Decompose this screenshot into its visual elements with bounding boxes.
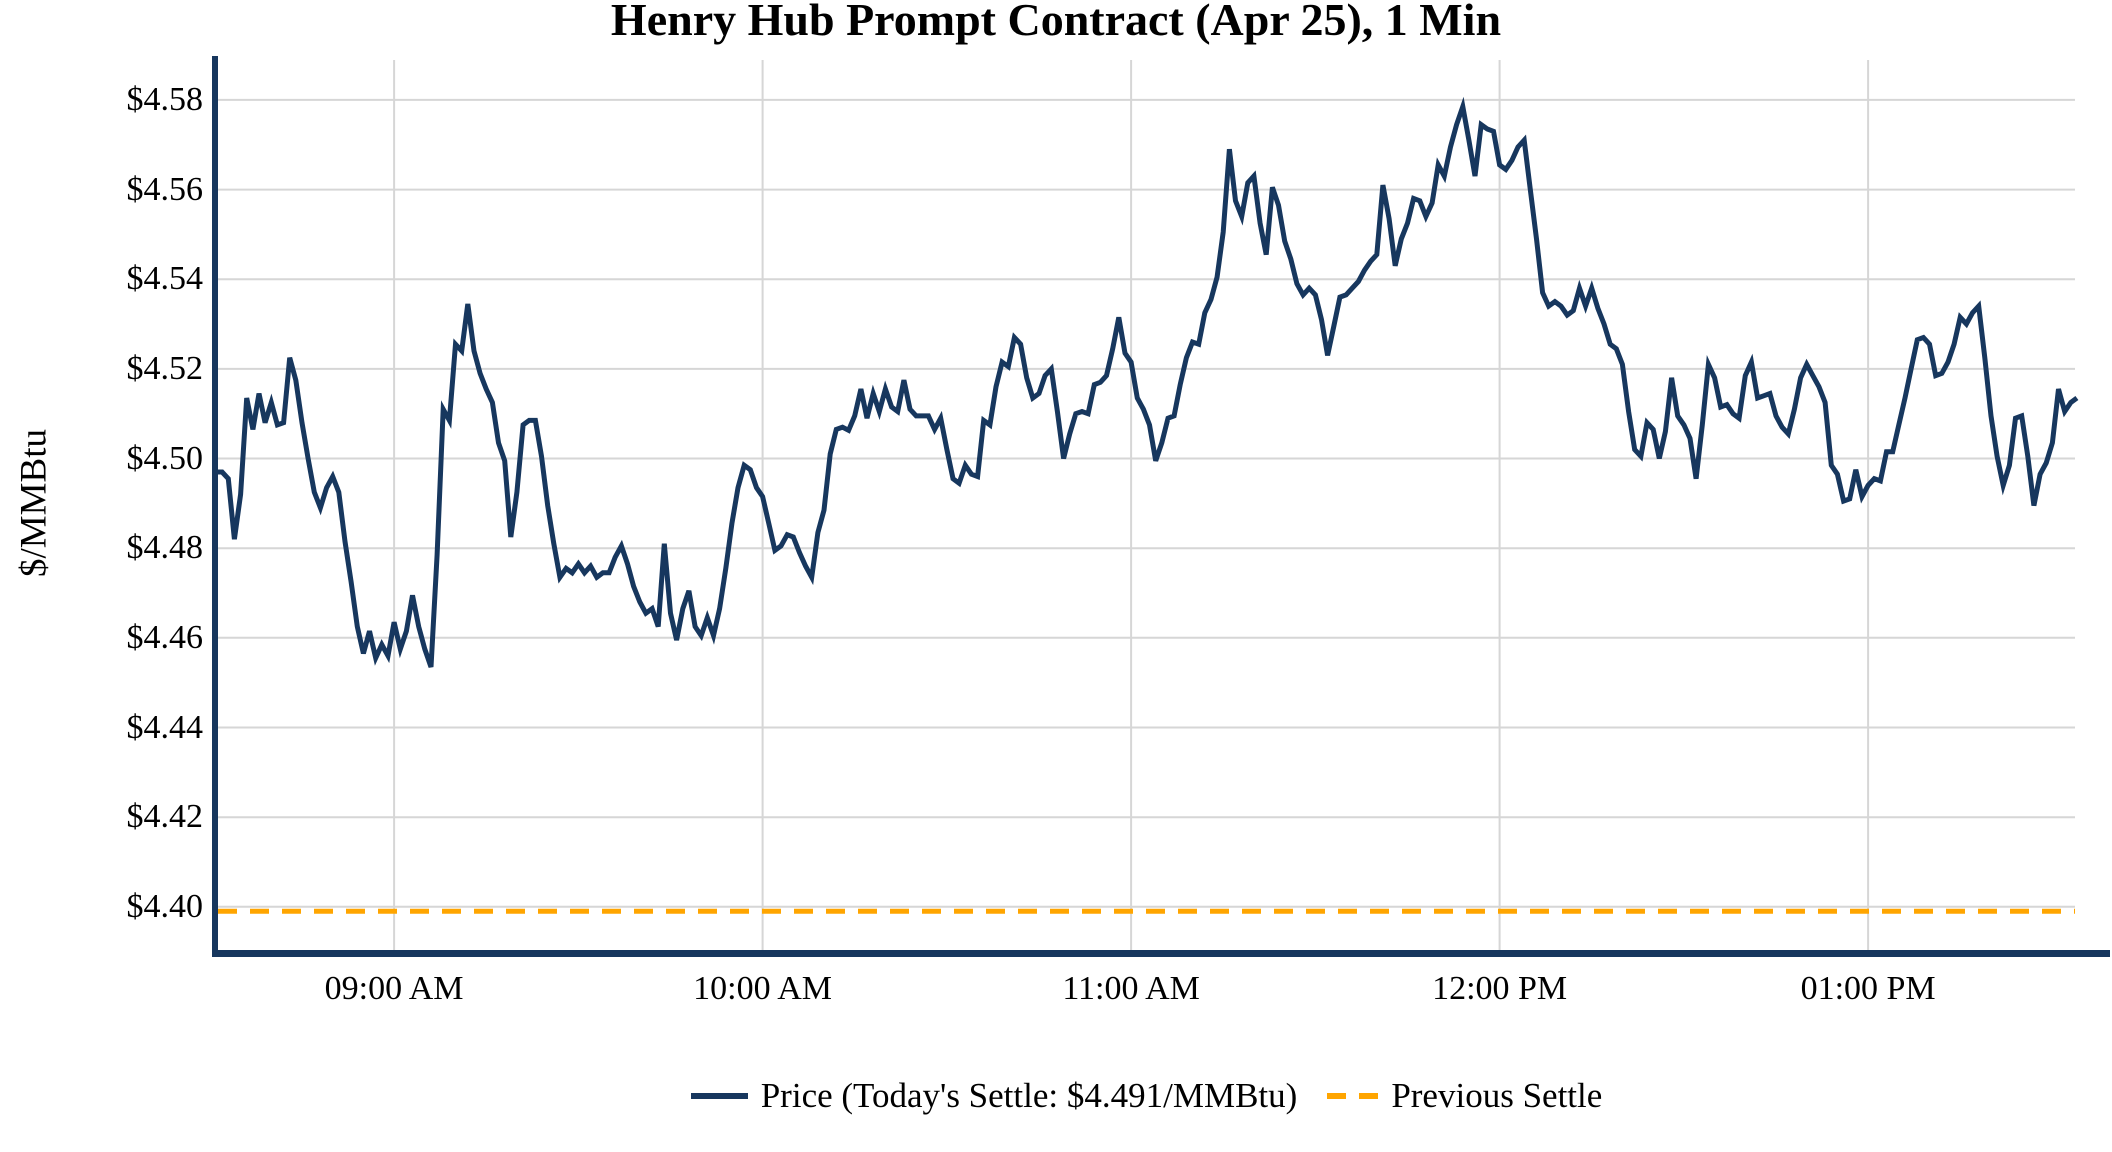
y-tick-label: $4.48 [126, 529, 204, 567]
previous-settle-swatch [1327, 1093, 1379, 1099]
y-tick-label: $4.58 [126, 80, 204, 118]
legend-label-previous-settle: Previous Settle [1391, 1076, 1603, 1115]
x-tick-label: 12:00 PM [1432, 970, 1568, 1007]
legend-label-price: Price (Today's Settle: $4.491/MMBtu) [760, 1076, 1298, 1115]
price-line-swatch [690, 1093, 748, 1099]
chart-title: Henry Hub Prompt Contract (Apr 25), 1 Mi… [610, 0, 1502, 45]
price-line [216, 96, 2079, 668]
y-tick-label: $4.42 [126, 798, 204, 836]
x-axis-spine [212, 950, 2110, 957]
y-axis-spine [212, 56, 218, 957]
y-tick-label: $4.56 [126, 170, 204, 208]
y-tick-label: $4.50 [126, 439, 204, 477]
y-tick-label: $4.44 [126, 708, 204, 746]
y-tick-label: $4.52 [126, 349, 204, 387]
x-tick-label: 01:00 PM [1800, 970, 1936, 1007]
x-tick-label: 11:00 AM [1062, 970, 1200, 1007]
x-tick-label: 09:00 AM [324, 970, 464, 1007]
legend: Price (Today's Settle: $4.491/MMBtu) Pre… [216, 1076, 2077, 1116]
y-tick-label: $4.54 [126, 260, 204, 298]
y-tick-label: $4.40 [126, 887, 204, 925]
x-tick-label: 10:00 AM [693, 970, 833, 1007]
y-tick-label: $4.46 [126, 618, 204, 656]
